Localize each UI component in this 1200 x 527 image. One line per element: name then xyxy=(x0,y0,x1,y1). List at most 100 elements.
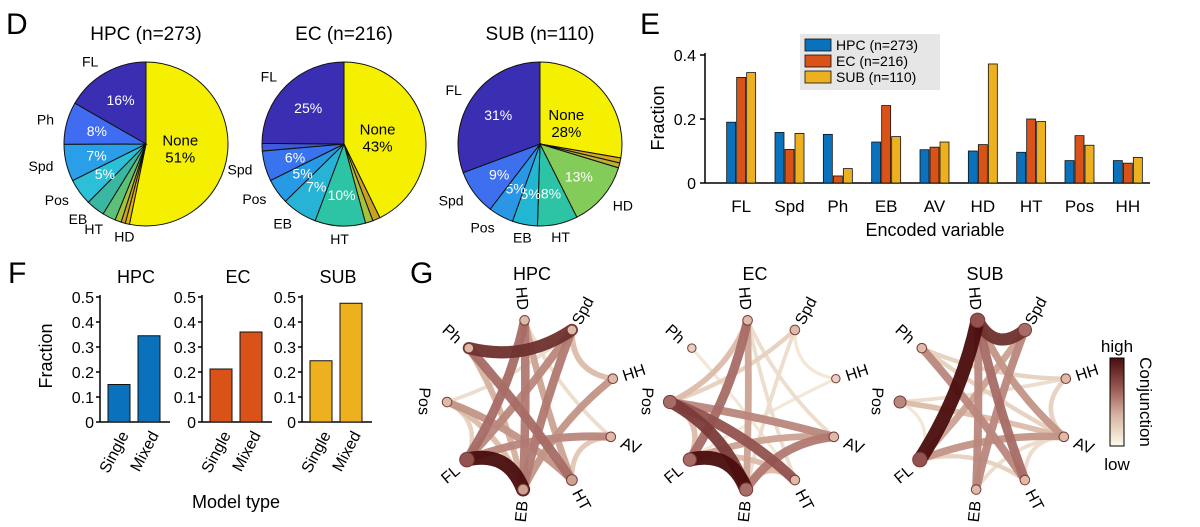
chord-link xyxy=(912,313,985,467)
e-bar xyxy=(794,132,805,184)
f-chart-title: SUB xyxy=(319,267,356,287)
pie-category-label: Pos xyxy=(242,191,266,207)
f-y-tick-label: 0 xyxy=(85,415,94,432)
e-y-tick-label: 0.4 xyxy=(674,48,696,65)
pie-percent-label: 8% xyxy=(87,123,107,139)
chord-node xyxy=(566,474,578,486)
chord-link xyxy=(745,318,797,482)
chord-node-label: AV xyxy=(841,435,866,458)
pie-percent-label: 10% xyxy=(328,187,356,203)
f-y-tick-label: 0.1 xyxy=(72,390,94,407)
f-x-tick-label: Mixed xyxy=(230,429,265,475)
pie-slice-name: None xyxy=(548,107,584,124)
e-bar xyxy=(784,148,795,184)
pie-slice xyxy=(343,61,427,219)
e-bar xyxy=(736,77,747,184)
legend-swatch xyxy=(804,54,832,68)
pie-slice-name: None xyxy=(360,121,396,138)
pie-percent-label: 28% xyxy=(551,124,581,141)
chord-title: EC xyxy=(742,264,767,284)
e-bar xyxy=(967,150,978,184)
chord-node xyxy=(607,373,619,385)
chord-node xyxy=(969,312,986,329)
chord-node xyxy=(916,342,928,354)
chord-node-label: HD xyxy=(735,286,754,311)
e-bar xyxy=(977,144,988,184)
chord-node-label: Ph xyxy=(439,322,465,348)
pie-title-ec: EC (n=216) xyxy=(295,24,393,45)
chord-link xyxy=(522,318,613,439)
e-bar xyxy=(1084,144,1095,184)
bar-charts-model-type: Fraction Model type HPC 0 0.1 0.2 0.3 0.4 0.5 S… xyxy=(36,267,372,512)
chord-node xyxy=(828,431,840,443)
chord-link xyxy=(464,343,577,485)
f-y-tick-label: 0.5 xyxy=(174,290,196,307)
pie-category-label: FL xyxy=(261,68,278,84)
pie-percent-label: 6% xyxy=(285,150,305,166)
legend-swatch xyxy=(804,38,832,52)
e-bar xyxy=(939,141,950,184)
chord-node-label: FL xyxy=(891,462,916,487)
e-bar xyxy=(1036,121,1047,184)
pie-percent-label: 51% xyxy=(165,149,195,166)
chord-link xyxy=(518,325,577,494)
f-y-tick-label: 0.5 xyxy=(72,290,94,307)
chord-node-label: EB xyxy=(966,500,985,523)
f-y-tick-label: 0.2 xyxy=(274,365,296,382)
pie-percent-label: 9% xyxy=(489,166,509,182)
pie-category-label: HD xyxy=(114,229,134,245)
chord-node-label: Spd xyxy=(569,295,597,328)
pie-slice xyxy=(128,61,229,227)
e-x-tick-label: HD xyxy=(971,197,996,216)
e-bar xyxy=(1074,135,1085,184)
e-x-tick-label: FL xyxy=(731,197,751,216)
chord-node xyxy=(566,324,578,336)
pie-category-label: FL xyxy=(82,54,99,70)
e-x-tick-label: EB xyxy=(875,197,898,216)
chord-node xyxy=(662,394,678,410)
f-y-tick-label: 0 xyxy=(287,415,296,432)
pie-category-label: Spd xyxy=(439,193,464,209)
chord-node-label: HT xyxy=(568,487,593,514)
e-y-tick-label: 0 xyxy=(687,176,696,193)
panel-letter-d: D xyxy=(6,8,28,41)
f-y-tick-label: 0.2 xyxy=(174,365,196,382)
pie-category-label: EB xyxy=(273,216,292,232)
chord-node xyxy=(1017,322,1033,338)
chord-node xyxy=(682,452,697,467)
f-bar xyxy=(239,331,263,423)
pie-percent-label: 5% xyxy=(520,186,540,202)
pie-percent-label: 31% xyxy=(484,107,512,123)
chord-node xyxy=(519,315,530,326)
chord-node xyxy=(831,374,841,384)
pie-slice-name: None xyxy=(162,132,198,149)
pie-slice xyxy=(457,61,541,174)
chord-node xyxy=(517,483,530,496)
f-ylabel: Fraction xyxy=(36,323,56,388)
panel-letter-f: F xyxy=(8,257,26,290)
pie-category-label: HT xyxy=(84,221,103,237)
chord-node xyxy=(1058,431,1070,443)
e-bar xyxy=(871,141,882,184)
chord-node-label: Pos xyxy=(868,387,886,415)
chord-node-label: Spd xyxy=(1022,295,1050,328)
pie-slice xyxy=(539,61,623,159)
pie-slice xyxy=(74,61,147,145)
chord-link xyxy=(462,323,578,359)
chord-node xyxy=(463,342,475,354)
chord-node-label: FL xyxy=(661,462,686,487)
e-bar xyxy=(891,136,902,184)
chord-link xyxy=(898,376,1068,404)
pie-category-label: EB xyxy=(69,211,88,227)
legend-entry: HPC (n=273) xyxy=(836,37,918,53)
e-bar xyxy=(1026,118,1037,184)
pie-category-label: EB xyxy=(513,229,532,245)
e-bar xyxy=(919,149,930,184)
f-y-tick-label: 0.3 xyxy=(274,340,296,357)
pie-category-label: Pos xyxy=(45,192,69,208)
pie-percent-label: 25% xyxy=(294,100,322,116)
pie-slice xyxy=(261,61,345,145)
legend-swatch xyxy=(804,70,832,84)
chord-node xyxy=(687,343,697,353)
pie-category-label: Ph xyxy=(37,112,54,128)
